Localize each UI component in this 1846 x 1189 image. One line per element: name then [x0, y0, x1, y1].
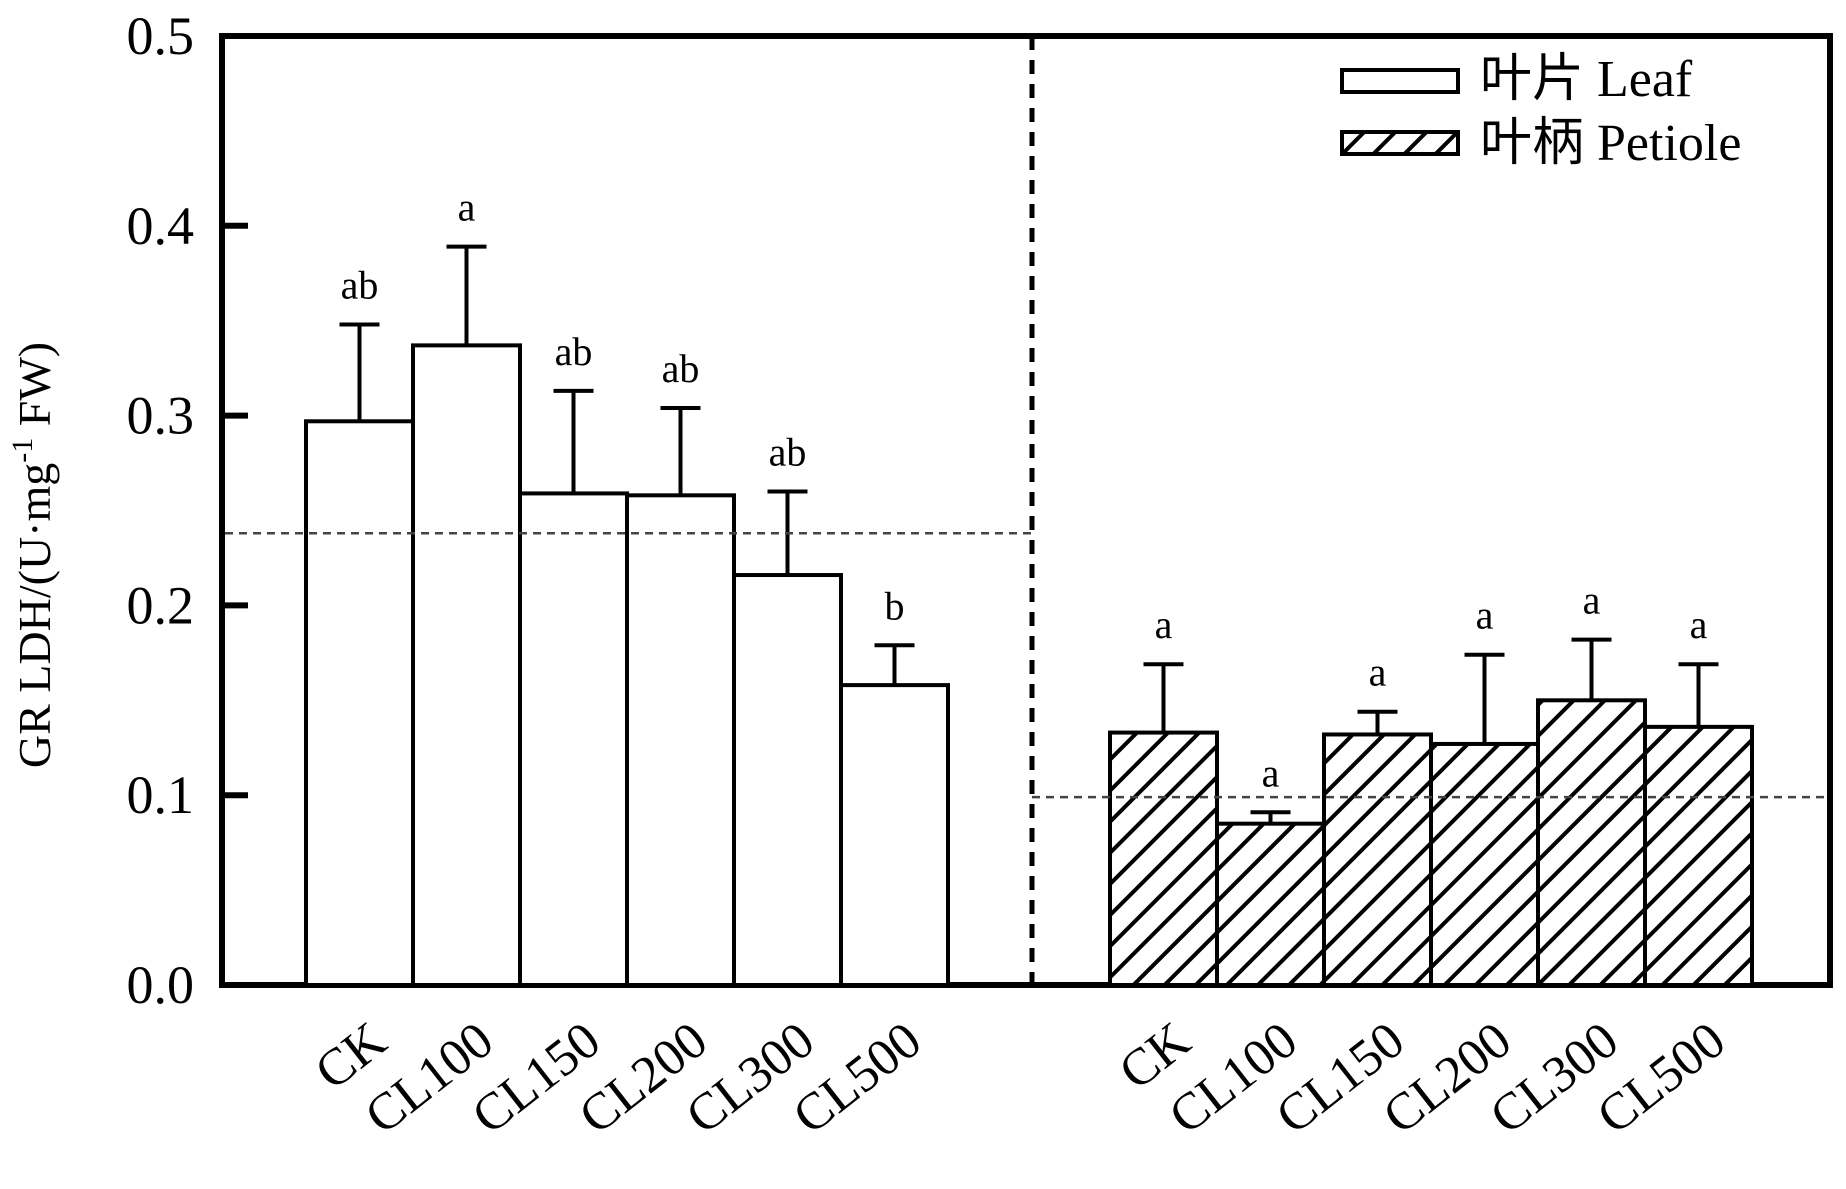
bar [411, 343, 522, 987]
bar [1643, 724, 1754, 987]
bar [732, 573, 843, 987]
legend-item-leaf: 叶片 Leaf [1340, 51, 1693, 108]
bar [304, 419, 415, 987]
bar [1429, 741, 1540, 987]
significance-label: b [885, 583, 905, 628]
legend-label-leaf: 叶片 Leaf [1480, 51, 1693, 108]
significance-label: a [1369, 650, 1387, 695]
bar [1108, 730, 1219, 987]
significance-label: ab [769, 430, 807, 475]
significance-label: a [1690, 602, 1708, 647]
bar [1536, 698, 1647, 987]
bar [518, 491, 629, 987]
plot-area: 0.00.10.20.30.40.5abCKaCL100abCL150abCL2… [127, 6, 1833, 1145]
y-tick-label: 0.2 [127, 575, 195, 635]
legend-item-petiole: 叶柄 Petiole [1340, 115, 1741, 172]
legend: 叶片 Leaf 叶柄 Petiole [1340, 51, 1741, 172]
bar [1322, 732, 1433, 987]
legend-swatch-leaf [1340, 68, 1460, 94]
significance-label: a [1155, 602, 1173, 647]
plot-frame [219, 33, 1833, 988]
significance-label: ab [555, 329, 593, 374]
legend-swatch-petiole [1340, 130, 1460, 156]
y-tick-label: 0.5 [127, 6, 195, 66]
significance-label: a [1262, 750, 1280, 795]
y-tick-label: 0.1 [127, 765, 195, 825]
bar [625, 493, 736, 987]
bar [839, 683, 950, 988]
significance-label: a [1583, 578, 1601, 623]
y-tick-label: 0.3 [127, 386, 195, 446]
significance-label: ab [662, 346, 700, 391]
significance-label: ab [341, 262, 379, 307]
y-tick-label: 0.4 [127, 196, 195, 256]
significance-label: a [458, 185, 476, 230]
y-tick-label: 0.0 [127, 955, 195, 1015]
bar [1215, 821, 1326, 987]
y-axis-label-tail: FW) [9, 342, 60, 438]
y-axis-label: GR LDH/(U·mg-1 FW) [6, 342, 60, 768]
legend-label-petiole: 叶柄 Petiole [1480, 115, 1741, 172]
y-axis-label-sup: -1 [6, 438, 39, 463]
significance-label: a [1476, 593, 1494, 638]
